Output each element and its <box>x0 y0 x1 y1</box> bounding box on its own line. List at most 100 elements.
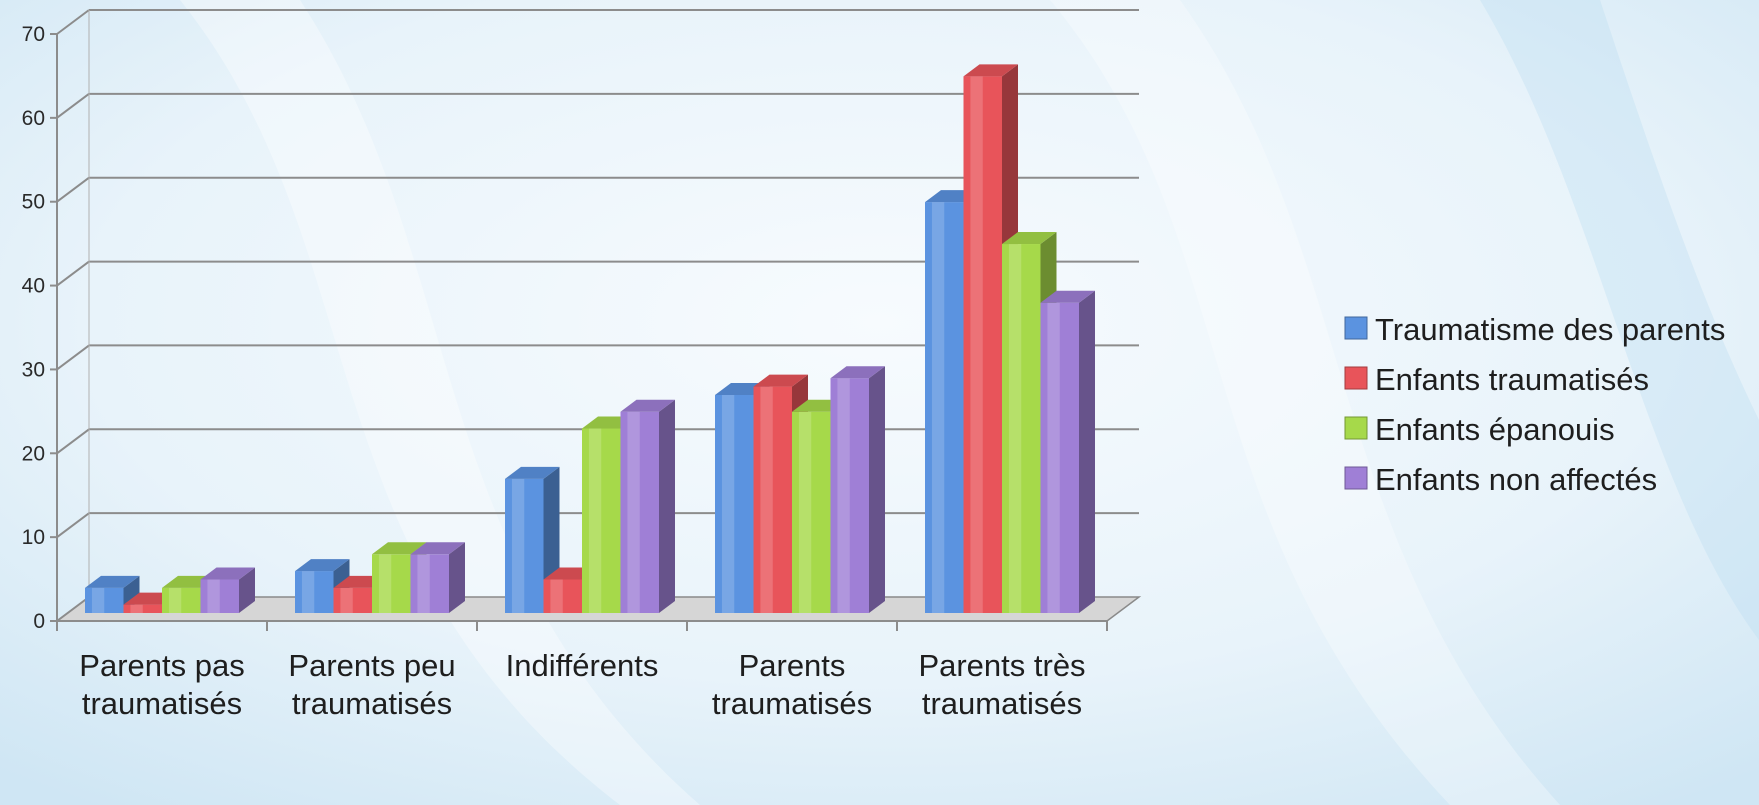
bar-top <box>753 374 808 387</box>
grid-connector <box>56 596 90 622</box>
bar-front <box>1040 302 1079 613</box>
background-swoosh <box>1050 0 1560 805</box>
bar-top <box>963 64 1018 77</box>
legend-swatch <box>1344 316 1368 340</box>
bar-front <box>1002 244 1041 613</box>
y-axis: 0 10 20 30 40 50 60 70 <box>22 9 90 633</box>
y-tick-label: 60 <box>22 107 45 130</box>
bar-top <box>830 366 885 379</box>
y-tick-label: 0 <box>33 610 45 633</box>
y-tick-label: 40 <box>22 275 45 298</box>
bar-front <box>753 386 792 613</box>
bar-highlight <box>207 579 220 613</box>
x-category-label: traumatisés <box>712 686 872 721</box>
bar-top <box>410 542 465 555</box>
bars <box>85 64 1095 614</box>
bar-front <box>200 579 239 613</box>
bar-highlight <box>511 478 525 613</box>
bar-side <box>1079 290 1095 613</box>
bar-highlight <box>378 554 392 613</box>
legend-item: Enfants non affectés <box>1344 462 1657 497</box>
bar-top <box>200 567 255 580</box>
bar-top <box>372 542 427 555</box>
x-category-label: Indifférents <box>506 648 659 683</box>
bar-front <box>543 579 582 613</box>
bar-front <box>582 428 621 613</box>
bar-front <box>620 411 659 613</box>
bar-highlight <box>837 378 850 613</box>
legend-label: Enfants traumatisés <box>1375 362 1649 397</box>
grid-connector <box>56 512 90 538</box>
x-category-label: Parents <box>739 648 846 683</box>
bar-highlight <box>91 587 105 613</box>
grid-connector <box>56 93 90 119</box>
bar-highlight <box>340 587 353 613</box>
legend-item: Traumatisme des parents <box>1344 312 1725 347</box>
bar-top <box>1040 290 1095 303</box>
bar-highlight <box>760 386 773 613</box>
bar-highlight <box>931 202 945 613</box>
bar-front <box>295 571 334 613</box>
legend-item: Enfants traumatisés <box>1344 362 1649 397</box>
bar-front <box>123 604 162 613</box>
grid-connector <box>56 176 90 203</box>
bar-front <box>715 394 754 613</box>
bar-highlight <box>798 411 812 613</box>
bar-front <box>333 587 372 613</box>
bar-front <box>925 202 964 613</box>
legend-label: Enfants non affectés <box>1375 462 1657 497</box>
bar-top <box>620 399 675 412</box>
bar <box>200 567 255 613</box>
bar-front <box>372 554 411 613</box>
legend-swatch <box>1344 416 1368 440</box>
bar-side <box>659 399 675 613</box>
x-category-label: traumatisés <box>292 686 452 721</box>
background-swoosh <box>180 0 700 805</box>
bar-highlight <box>1047 302 1060 613</box>
y-tick-label: 50 <box>22 191 45 214</box>
bar-front <box>792 411 831 613</box>
y-tick-label: 20 <box>22 442 45 465</box>
bar-highlight <box>721 394 735 613</box>
x-category-label: Parents très <box>918 648 1085 683</box>
bar-top <box>1002 232 1057 245</box>
bar-side <box>239 567 255 613</box>
bar-highlight <box>588 428 602 613</box>
x-category-label: traumatisés <box>922 686 1082 721</box>
y-tick-label: 70 <box>22 23 45 46</box>
grid-connector <box>56 428 90 455</box>
grid-connector <box>56 260 90 287</box>
bar-side <box>449 542 465 613</box>
bar-front <box>505 478 544 613</box>
bar-highlight <box>627 411 640 613</box>
grid-connector <box>56 344 90 371</box>
bar-front <box>963 76 1002 614</box>
bar-top <box>505 466 560 479</box>
background-swoosh <box>1480 0 1759 640</box>
legend-item: Enfants épanouis <box>1344 412 1615 447</box>
x-category-label: Parents peu <box>288 648 455 683</box>
bar-highlight <box>970 76 983 614</box>
bar-top <box>295 559 350 572</box>
legend: Traumatisme des parents Enfants traumatis… <box>1344 312 1725 497</box>
bar <box>410 542 465 613</box>
x-category-label: Parents pas <box>79 648 244 683</box>
bar-highlight <box>130 604 143 613</box>
legend-swatch <box>1344 466 1368 490</box>
bar-front <box>85 587 124 613</box>
bar-top <box>85 575 140 588</box>
bar-highlight <box>550 579 563 613</box>
legend-swatch <box>1344 366 1368 390</box>
legend-label: Traumatisme des parents <box>1375 312 1725 347</box>
grid-connector <box>56 9 90 35</box>
bar-highlight <box>417 554 430 613</box>
bar <box>1040 290 1095 613</box>
bar-highlight <box>168 587 182 613</box>
bar <box>505 466 560 613</box>
legend-label: Enfants épanouis <box>1375 412 1615 447</box>
bar-front <box>162 587 201 613</box>
bar-highlight <box>1008 244 1022 613</box>
